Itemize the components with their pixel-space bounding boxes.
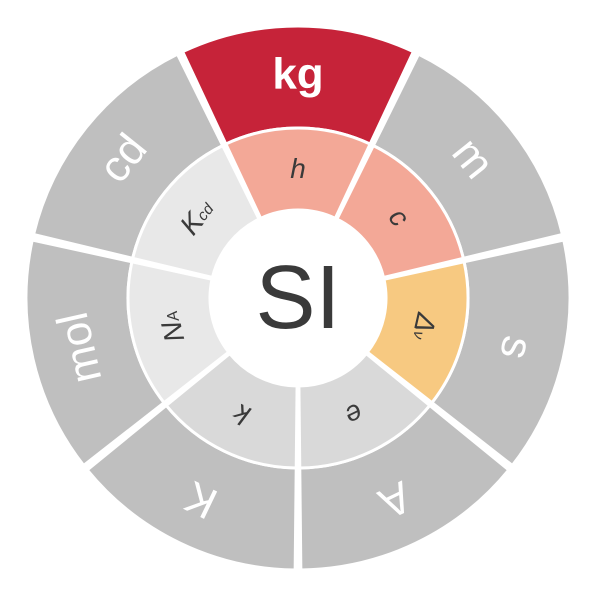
inner-label-kg: h	[290, 153, 306, 184]
center-label: SI	[255, 248, 340, 348]
si-units-diagram: kghmcsΔνAeKkmolNAcdKcdSI	[0, 0, 596, 596]
outer-label-kg: kg	[272, 50, 323, 99]
